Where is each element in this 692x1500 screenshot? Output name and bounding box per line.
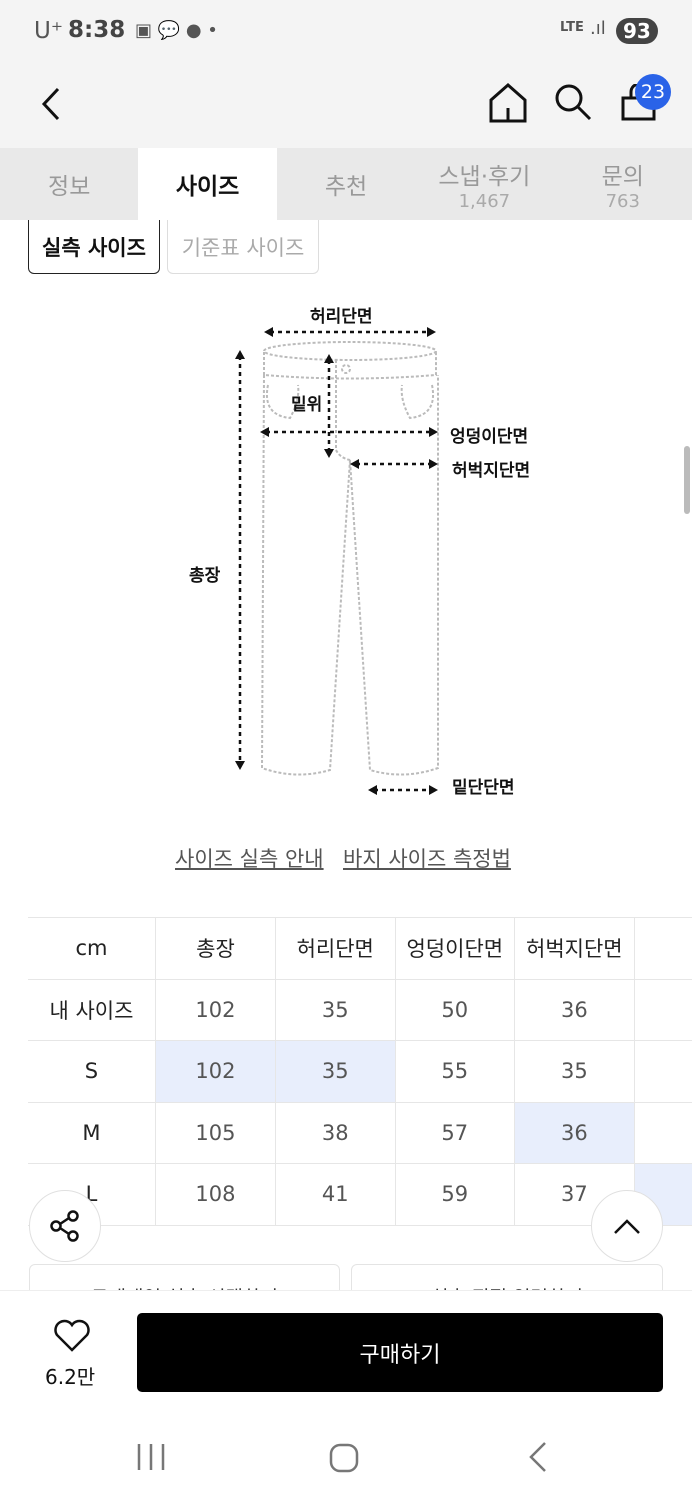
row-label: M [28,1101,156,1164]
tab-label: 스냅·후기 [438,163,531,190]
tab-label: 사이즈 [175,174,240,200]
cell [633,978,692,1041]
cell: 38 [274,1101,396,1164]
label-rise: 밑위 [291,395,323,415]
row-label: S [28,1040,156,1103]
measure-howto-link[interactable]: 바지 사이즈 측정법 [343,847,511,871]
search-icon[interactable] [553,82,593,122]
table-row: 내 사이즈 102 35 50 36 [28,978,692,1041]
cell: 102 [154,1040,276,1103]
cell: 50 [394,978,516,1041]
header-cell: 허벅지단면 [514,917,635,980]
cart-badge: 23 [635,74,671,110]
scroll-top-button[interactable] [591,1190,663,1262]
label-hip: 엉덩이단면 [450,427,529,447]
cell: 59 [394,1163,516,1226]
buy-button[interactable]: 구매하기 [137,1313,663,1392]
tab-label: 추천 [324,174,368,200]
bottom-action-bar: 6.2만 구매하기 [0,1290,692,1412]
like-count: 6.2만 [45,1365,96,1389]
system-nav-bar [0,1412,692,1500]
status-bar: U⁺ 8:38 ▣ 💬 ● • LTE .ıl 93 [0,0,692,66]
tab-info[interactable]: 정보 [0,148,138,220]
cell: 36 [514,1101,635,1164]
table-row: S 102 35 55 35 [28,1040,692,1103]
row-label: 내 사이즈 [28,978,156,1041]
chevron-up-icon [614,1219,640,1234]
tab-reviews[interactable]: 스냅·후기 1,467 [415,148,553,220]
cell [633,1040,692,1103]
cell: 108 [154,1163,276,1226]
heart-icon[interactable] [53,1319,91,1353]
tab-size[interactable]: 사이즈 [138,148,277,220]
pants-diagram [235,327,439,795]
network-label: LTE [560,20,584,35]
recent-apps-icon[interactable] [134,1442,168,1472]
cell: 35 [514,1040,635,1103]
scrollbar[interactable] [684,446,690,514]
standard-size-toggle[interactable]: 기준표 사이즈 [167,220,319,274]
header-cell [633,917,692,980]
cell: 36 [514,978,635,1041]
header-cell: cm [28,917,156,980]
cell [633,1101,692,1164]
header-cell: 총장 [154,917,276,980]
notification-icons: ▣ 💬 ● • [135,20,218,41]
cell: 57 [394,1101,516,1164]
size-table: cm 총장 허리단면 엉덩이단면 허벅지단면 내 사이즈 102 35 50 36 S 102 35… [28,917,692,1226]
clock: 8:38 [68,17,126,43]
header-cell: 엉덩이단면 [394,917,516,980]
cell: 41 [274,1163,396,1226]
tab-inquiry[interactable]: 문의 763 [554,148,692,220]
label-waist: 허리단면 [310,307,373,327]
label-length: 총장 [189,566,221,586]
tab-recommend[interactable]: 추천 [277,148,415,220]
cell: 55 [394,1040,516,1103]
cell: 35 [274,1040,396,1103]
label-thigh: 허벅지단면 [452,461,531,481]
tab-label: 정보 [48,174,91,200]
size-guide-link[interactable]: 사이즈 실측 안내 [175,847,324,871]
actual-size-toggle[interactable]: 실측 사이즈 [28,220,160,274]
header-cell: 허리단면 [274,917,396,980]
tab-count: 763 [605,190,640,212]
share-button[interactable] [29,1190,101,1262]
home-icon[interactable] [488,82,528,124]
back-icon[interactable] [38,86,64,122]
cell: 105 [154,1101,276,1164]
label-hem: 밑단단면 [452,778,515,798]
share-icon [50,1210,79,1242]
tab-bar: 정보 사이즈 추천 스냅·후기 1,467 문의 763 [0,148,692,220]
table-row: L 108 41 59 37 [28,1163,692,1226]
table-header: cm 총장 허리단면 엉덩이단면 허벅지단면 [28,917,692,980]
tab-count: 1,467 [458,190,511,212]
home-nav-icon[interactable] [328,1442,360,1474]
signal-icon: .ıl [590,18,606,39]
cell: 35 [274,978,396,1041]
carrier: U⁺ [34,18,63,44]
battery-level: 93 [616,18,658,44]
cell: 102 [154,978,276,1041]
back-nav-icon[interactable] [526,1440,550,1474]
app-bar: 23 [0,66,692,148]
table-row: M 105 38 57 36 [28,1101,692,1164]
tab-label: 문의 [601,163,644,190]
